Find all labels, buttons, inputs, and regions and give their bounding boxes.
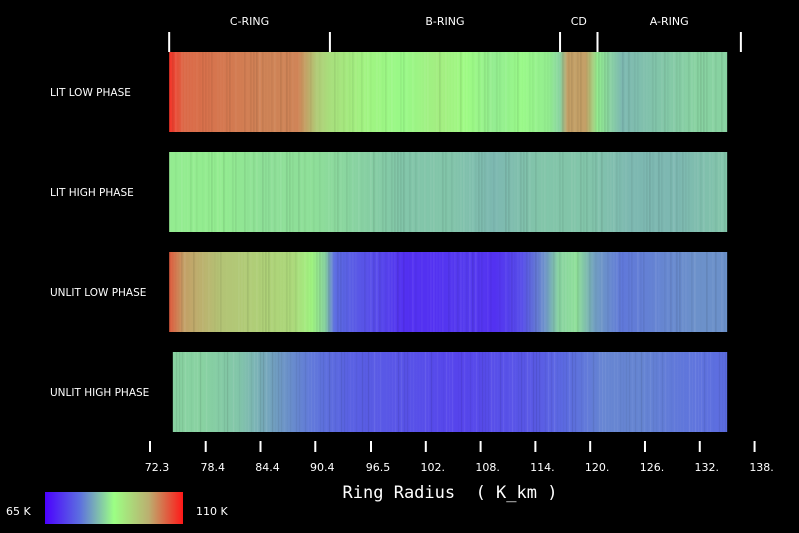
x-tick-label: 90.4 — [310, 461, 335, 474]
band-texture — [172, 52, 723, 132]
heatmap-band — [169, 152, 728, 232]
heatmap-band — [172, 352, 728, 432]
x-axis-title: Ring Radius ( K_km ) — [343, 483, 558, 503]
series-label: UNLIT LOW PHASE — [50, 287, 146, 299]
series-label: UNLIT HIGH PHASE — [50, 387, 149, 399]
x-tick-label: 96.5 — [366, 461, 391, 474]
heatmap-band — [169, 252, 728, 332]
heatmap-band — [169, 52, 728, 132]
x-tick-label: 120. — [585, 461, 610, 474]
x-tick-label: 114. — [530, 461, 555, 474]
x-tick-label: 72.3 — [145, 461, 170, 474]
x-tick-label: 126. — [640, 461, 665, 474]
band-texture — [169, 252, 726, 332]
colorbar — [45, 492, 183, 524]
colorbar-max-label: 110 K — [196, 505, 228, 518]
x-tick-label: 132. — [695, 461, 720, 474]
series-label: LIT LOW PHASE — [50, 87, 131, 99]
colorbar-min-label: 65 K — [6, 505, 31, 518]
x-tick-label: 138. — [749, 461, 774, 474]
series-label: LIT HIGH PHASE — [50, 187, 134, 199]
ring-region-label: C-RING — [230, 15, 269, 28]
band-texture — [175, 352, 727, 432]
x-tick-label: 102. — [421, 461, 446, 474]
ring-region-label: A-RING — [650, 15, 689, 28]
band-texture — [169, 152, 726, 232]
x-tick-label: 84.4 — [255, 461, 280, 474]
x-tick-label: 78.4 — [200, 461, 225, 474]
ring-region-label: CD — [571, 15, 587, 28]
ring-region-label: B-RING — [425, 15, 464, 28]
x-tick-label: 108. — [475, 461, 500, 474]
